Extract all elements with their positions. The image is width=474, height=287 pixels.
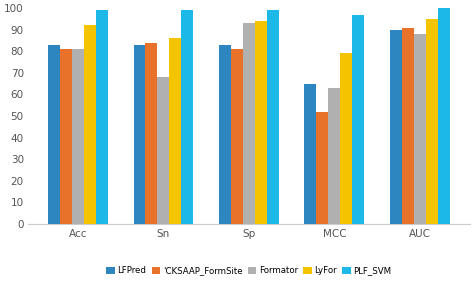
- Bar: [243, 23, 255, 224]
- Bar: [169, 38, 182, 224]
- Bar: [219, 45, 231, 224]
- Bar: [414, 34, 426, 224]
- Bar: [60, 49, 72, 224]
- Bar: [340, 53, 352, 224]
- Bar: [84, 26, 96, 224]
- Bar: [96, 10, 108, 224]
- Bar: [352, 15, 365, 224]
- Bar: [182, 10, 193, 224]
- Bar: [317, 112, 328, 224]
- Bar: [157, 77, 169, 224]
- Bar: [146, 43, 157, 224]
- Bar: [304, 84, 317, 224]
- Bar: [48, 45, 60, 224]
- Bar: [426, 19, 438, 224]
- Bar: [72, 49, 84, 224]
- Legend: LFPred, 'CKSAAP_FormSite, Formator, LyFor, PLF_SVM: LFPred, 'CKSAAP_FormSite, Formator, LyFo…: [103, 263, 395, 279]
- Bar: [328, 88, 340, 224]
- Bar: [255, 21, 267, 224]
- Bar: [390, 30, 402, 224]
- Bar: [438, 8, 450, 224]
- Bar: [231, 49, 243, 224]
- Bar: [267, 10, 279, 224]
- Bar: [402, 28, 414, 224]
- Bar: [134, 45, 146, 224]
